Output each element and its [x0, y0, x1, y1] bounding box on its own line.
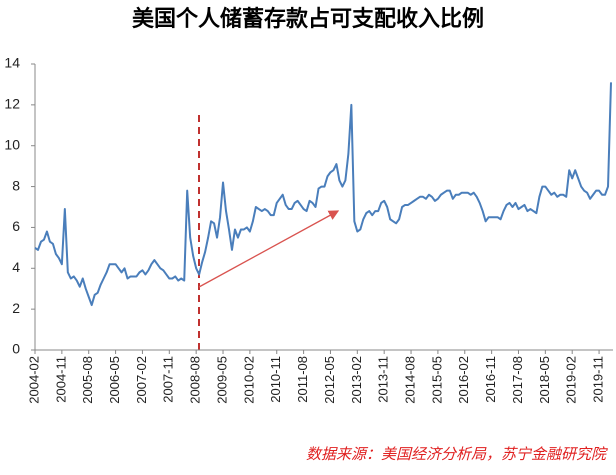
- y-tick-label: 2: [12, 300, 20, 316]
- x-tick-label: 2013-02: [349, 356, 364, 404]
- x-tick-label: 2004-02: [26, 356, 41, 404]
- y-tick-label: 12: [4, 96, 20, 112]
- y-tick-label: 10: [4, 136, 20, 152]
- y-tick-label: 0: [12, 341, 20, 357]
- x-tick-label: 2011-08: [295, 356, 310, 403]
- source-note: 数据来源：美国经济分析局，苏宁金融研究院: [306, 446, 608, 463]
- x-tick-label: 2013-11: [376, 356, 391, 403]
- y-tick-label: 4: [12, 259, 20, 275]
- x-tick-label: 2010-02: [241, 356, 256, 404]
- data-line: [34, 82, 612, 307]
- x-tick-label: 2016-11: [483, 356, 498, 403]
- x-tick-label: 2007-11: [161, 356, 176, 403]
- x-tick-label: 2014-08: [402, 356, 417, 404]
- x-tick-label: 2016-02: [456, 356, 471, 404]
- chart-title: 美国个人储蓄存款占可支配收入比例: [132, 6, 484, 31]
- x-tick-label: 2004-11: [53, 356, 68, 403]
- x-tick-label: 2008-08: [188, 356, 203, 404]
- x-tick-label: 2018-05: [537, 356, 552, 404]
- x-tick-label: 2010-11: [268, 356, 283, 403]
- x-tick-label: 2009-05: [214, 356, 229, 404]
- x-tick-label: 2006-05: [107, 356, 122, 404]
- x-tick-label: 2019-11: [590, 356, 605, 403]
- y-tick-label: 6: [12, 218, 20, 234]
- trend-arrow: [198, 210, 340, 288]
- y-tick-label: 8: [12, 177, 20, 193]
- x-tick-label: 2007-02: [134, 356, 149, 404]
- x-tick-label: 2015-05: [429, 356, 444, 404]
- x-tick-label: 2017-08: [510, 356, 525, 404]
- x-tick-label: 2019-02: [564, 356, 579, 404]
- x-tick-label: 2005-08: [80, 356, 95, 404]
- x-tick-label: 2012-05: [322, 356, 337, 404]
- y-tick-label: 14: [4, 55, 20, 71]
